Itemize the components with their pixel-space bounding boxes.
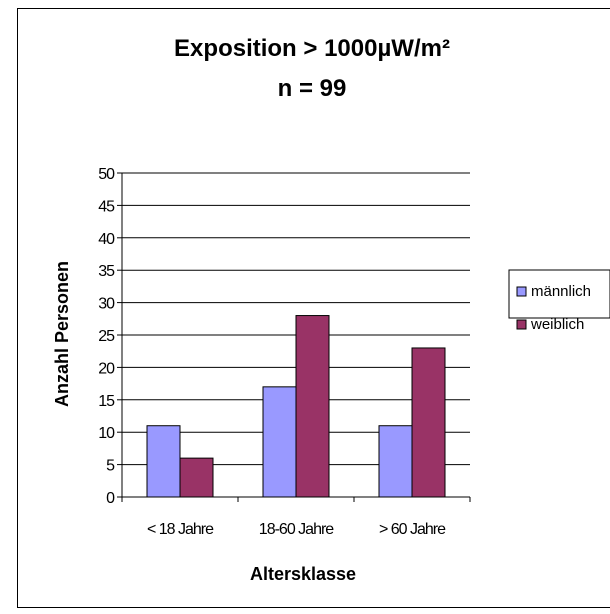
legend: männlich weiblich [508,269,610,333]
chart-subtitle: n = 99 [278,75,347,102]
bar-männlich-2 [378,425,413,498]
y-tick-label-0: 0 [106,490,115,507]
bars [146,315,446,498]
x-tick-label-2: > 60 Jahre [379,521,446,538]
x-axis-ticks: < 18 Jahre 18-60 Jahre > 60 Jahre [121,497,471,538]
y-tick-label-5: 5 [106,458,115,475]
y-axis-ticks: 0 5 10 15 20 25 30 35 40 45 50 [98,166,122,507]
y-tick-label-15: 15 [98,393,115,410]
x-axis-title: Altersklasse [250,564,356,584]
axes [121,173,470,498]
chart-frame [17,8,610,608]
y-tick-label-50: 50 [98,166,115,183]
y-tick-label-25: 25 [98,328,115,345]
y-tick-label-30: 30 [98,296,115,313]
y-axis-title: Anzahl Personen [52,261,72,407]
legend-label-female: weiblich [530,316,584,333]
x-tick-label-1: 18-60 Jahre [259,521,334,538]
legend-swatch-female [516,319,527,330]
y-tick-label-40: 40 [98,231,115,248]
legend-label-male: männlich [531,283,591,300]
y-tick-label-10: 10 [98,425,115,442]
y-tick-label-35: 35 [98,263,115,280]
bar-weiblich-1 [295,315,330,498]
bar-weiblich-0 [179,457,214,498]
bar-männlich-1 [262,386,297,498]
chart-title: Exposition > 1000µW/m² [174,35,450,62]
y-tick-label-45: 45 [98,198,115,215]
bar-männlich-0 [146,425,181,498]
legend-swatch-male [516,286,527,297]
bar-weiblich-2 [411,347,446,498]
y-tick-label-20: 20 [98,360,115,377]
x-tick-label-0: < 18 Jahre [147,521,214,538]
